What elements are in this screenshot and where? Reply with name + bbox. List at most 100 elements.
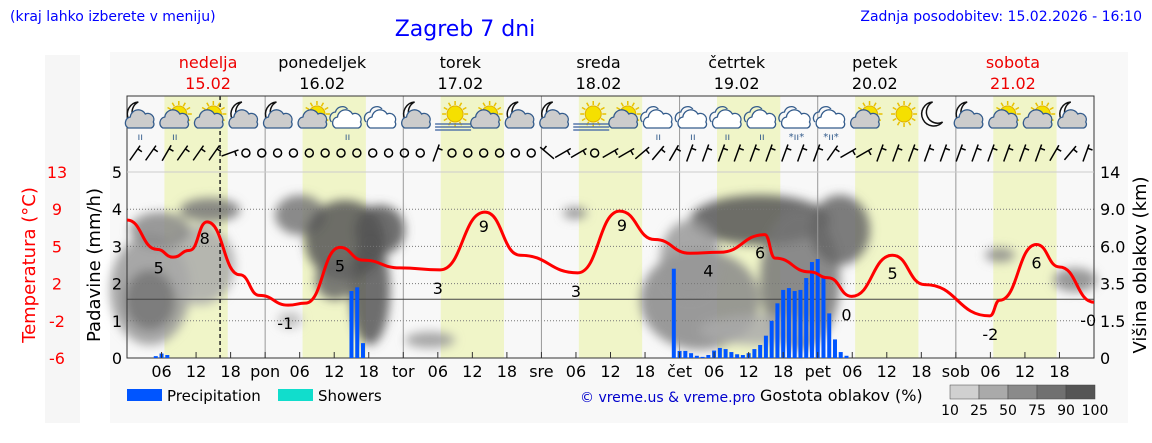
precipitation-legend: Precipitation	[167, 387, 261, 405]
cloud-height-tick: 6.0	[1100, 237, 1125, 256]
wind-barb	[582, 150, 587, 156]
wind-barb	[1024, 147, 1030, 151]
wind-shaft	[432, 144, 440, 162]
sun-cloud-rain-icon: ıı	[159, 101, 192, 143]
wind-barb-icon	[765, 144, 776, 162]
x-tick-label: 18	[1049, 362, 1069, 381]
wind-calm-icon	[447, 148, 457, 158]
x-tick-label: sob	[942, 362, 970, 381]
moon-cloud-icon	[953, 101, 984, 129]
wind-shaft	[145, 145, 157, 161]
precipitation-bar	[798, 289, 803, 358]
precipitation-bar	[360, 343, 365, 358]
sun-ray	[182, 102, 186, 107]
day-name: ponedeljek	[278, 53, 367, 72]
temp-axis-panel	[45, 55, 80, 423]
x-tick-label: tor	[392, 362, 415, 381]
sun-ray	[477, 106, 483, 111]
wind-barb	[137, 148, 143, 153]
sun-ray	[896, 121, 901, 126]
sun-fog-icon	[573, 101, 610, 131]
wind-calm-icon	[494, 148, 505, 158]
wind-barb	[834, 148, 840, 153]
sun-ray	[1030, 106, 1035, 111]
wind-calm-icon	[367, 148, 378, 158]
sun-ray	[443, 106, 448, 111]
cloud-density-area	[810, 195, 870, 265]
wind-barb	[168, 148, 174, 152]
rain-drops: ıı	[345, 132, 351, 143]
precip-tick: 4	[112, 200, 122, 219]
cloud-rain-icon: ıı	[674, 106, 708, 143]
cloud	[401, 109, 431, 129]
x-tick-label: 06	[704, 362, 724, 381]
wind-barb-icon	[781, 144, 792, 162]
wind-shaft	[668, 144, 680, 162]
wind-calm-icon	[256, 148, 267, 158]
x-tick-label: 12	[1015, 362, 1035, 381]
x-tick-label: 06	[289, 362, 309, 381]
cloud	[674, 106, 694, 123]
showers-legend: Showers	[318, 387, 382, 405]
sun-ray	[493, 102, 497, 107]
sun-ray	[586, 102, 590, 107]
daylight-band	[578, 96, 643, 358]
precipitation-bar	[355, 287, 360, 358]
precipitation-bar	[809, 262, 814, 358]
moon-cloud-icon	[539, 101, 569, 129]
rain-drops: ıı	[656, 132, 662, 143]
sun-ray	[458, 102, 463, 107]
cloud	[1022, 109, 1053, 129]
sun-ray	[635, 106, 640, 111]
wind-shaft	[892, 144, 900, 162]
wind-barb-icon	[432, 144, 443, 162]
wind-barb-icon	[129, 145, 143, 161]
wind-barb	[897, 147, 903, 151]
wind-calm-icon	[399, 148, 410, 158]
sun-ray	[857, 106, 863, 111]
x-tick-label: sre	[529, 362, 553, 381]
location-hint[interactable]: (kraj lahko izberete v meniju)	[10, 9, 216, 25]
day-date: 17.02	[437, 74, 483, 93]
wind-barb-icon	[971, 144, 982, 162]
temperature-label: -0	[1080, 311, 1096, 330]
wind-calm-icon	[463, 148, 473, 158]
wind-shaft	[539, 146, 555, 160]
rain-drops: ıı	[172, 132, 178, 143]
x-tick-label: 06	[980, 362, 1000, 381]
wind-calm-icon	[478, 148, 489, 158]
sun-ray	[600, 106, 605, 111]
wind-shaft	[796, 144, 805, 162]
temperature-label: 4	[703, 261, 713, 280]
wind-barb	[437, 147, 443, 151]
cloud-height-axis-label: Višina oblakov (km)	[1130, 176, 1151, 353]
cloud-density-area	[165, 225, 235, 305]
moon	[921, 101, 944, 127]
precipitation-bar	[758, 344, 763, 358]
precipitation-bar	[775, 303, 780, 358]
sun-ray	[206, 102, 210, 107]
sun-ray	[1049, 106, 1054, 111]
moon-icon	[921, 101, 944, 127]
wind-barb-icon	[161, 144, 174, 162]
precipitation-bar	[769, 320, 774, 358]
page-title: Zagreb 7 dni	[395, 17, 536, 42]
wind-barb-icon	[221, 149, 239, 157]
precipitation-bar	[827, 313, 832, 358]
x-tick-label: 18	[359, 362, 379, 381]
wind-barb	[645, 149, 650, 155]
wind-calm-icon	[241, 148, 251, 158]
sun-ray	[896, 102, 901, 107]
wind-barb-icon	[554, 147, 572, 159]
precipitation-bar	[717, 347, 722, 358]
cloud-scale-swatch	[978, 384, 1009, 400]
temperature-axis-label: Temperatura (°C)	[19, 187, 40, 344]
wind-shaft	[923, 144, 932, 162]
temperature-tick: 5	[52, 237, 62, 256]
cloud-scale-label: 100	[1082, 403, 1109, 419]
wind-barb	[976, 147, 982, 151]
sun-ray	[305, 106, 310, 111]
temperature-tick: 9	[52, 200, 62, 219]
temperature-label: -1	[277, 314, 293, 333]
cloud-scale-label: 90	[1057, 403, 1075, 419]
